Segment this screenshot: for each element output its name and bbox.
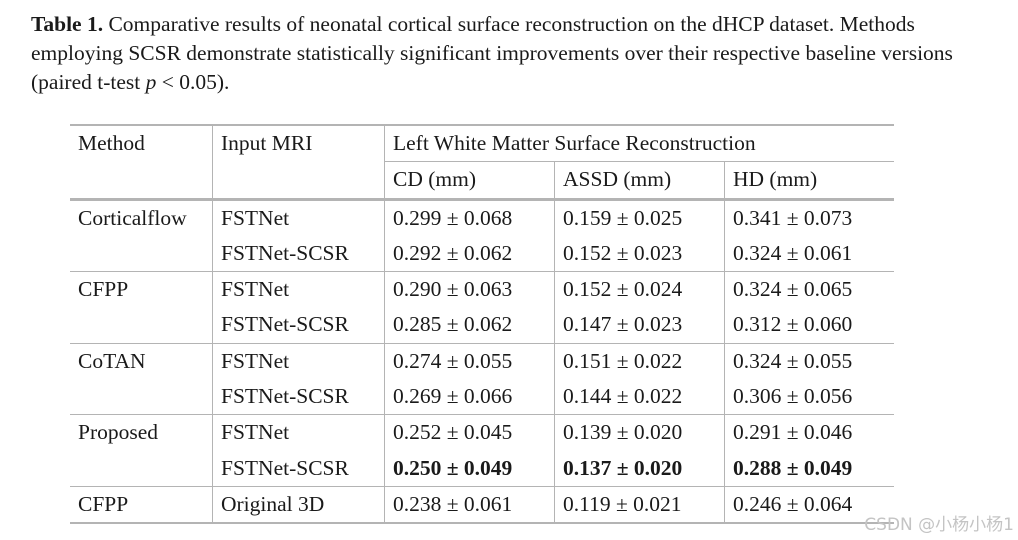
cell-cd: 0.238 ± 0.061	[384, 485, 555, 525]
caption-label: Table 1.	[31, 12, 104, 36]
cell-hd: 0.324 ± 0.061	[724, 235, 894, 272]
cell-hd: 0.246 ± 0.064	[724, 485, 894, 525]
table-row: FSTNet-SCSR 0.269 ± 0.066 0.144 ± 0.022 …	[70, 379, 894, 415]
table-row: FSTNet-SCSR 0.285 ± 0.062 0.147 ± 0.023 …	[70, 307, 894, 344]
cell-cd: 0.285 ± 0.062	[384, 307, 555, 344]
cell-method: Proposed	[70, 414, 213, 451]
table-row: Corticalflow FSTNet 0.299 ± 0.068 0.159 …	[70, 199, 894, 236]
cell-input: FSTNet	[212, 271, 385, 308]
cell-method: CFPP	[70, 485, 213, 525]
cell-hd: 0.324 ± 0.055	[724, 342, 894, 380]
cell-assd: 0.144 ± 0.022	[554, 379, 725, 415]
cell-method: CoTAN	[70, 342, 213, 380]
cell-cd: 0.274 ± 0.055	[384, 342, 555, 380]
table-row: CoTAN FSTNet 0.274 ± 0.055 0.151 ± 0.022…	[70, 342, 894, 380]
table-row: FSTNet-SCSR 0.292 ± 0.062 0.152 ± 0.023 …	[70, 235, 894, 272]
header-row: Method Input MRI Left White Matter Surfa…	[70, 123, 894, 201]
table-row: CFPP Original 3D 0.238 ± 0.061 0.119 ± 0…	[70, 485, 894, 525]
table-row: Proposed FSTNet 0.252 ± 0.045 0.139 ± 0.…	[70, 414, 894, 451]
cell-hd-best: 0.288 ± 0.049	[724, 450, 894, 487]
header-assd: ASSD (mm)	[554, 161, 725, 201]
cell-hd: 0.291 ± 0.046	[724, 414, 894, 451]
caption-math-p: p	[145, 70, 157, 94]
cell-assd-best: 0.137 ± 0.020	[554, 450, 725, 487]
cell-assd: 0.147 ± 0.023	[554, 307, 725, 344]
cell-input: FSTNet-SCSR	[212, 450, 385, 487]
cell-hd: 0.324 ± 0.065	[724, 271, 894, 308]
cell-input: FSTNet-SCSR	[212, 235, 385, 272]
watermark: CSDN @小杨小杨1	[864, 515, 1014, 535]
header-cd: CD (mm)	[384, 161, 555, 201]
cell-assd: 0.119 ± 0.021	[554, 485, 725, 525]
caption-text-end: < 0.05).	[156, 70, 230, 94]
cell-method: Corticalflow	[78, 205, 187, 230]
cell-cd: 0.252 ± 0.045	[384, 414, 555, 451]
cell-hd: 0.312 ± 0.060	[724, 307, 894, 344]
cell-method	[70, 307, 213, 343]
cell-input: Original 3D	[212, 485, 385, 525]
cell-assd: 0.139 ± 0.020	[554, 414, 725, 451]
table-row: CFPP FSTNet 0.290 ± 0.063 0.152 ± 0.024 …	[70, 271, 894, 308]
subheader-row: CD (mm) ASSD (mm) HD (mm)	[70, 161, 894, 201]
cell-method	[70, 379, 213, 415]
cell-assd: 0.159 ± 0.025	[554, 199, 725, 236]
cell-input: FSTNet-SCSR	[212, 379, 385, 415]
header-method: Method	[70, 123, 213, 201]
cell-cd: 0.292 ± 0.062	[384, 235, 555, 272]
header-hd: HD (mm)	[724, 161, 894, 201]
table-row-best: FSTNet-SCSR 0.250 ± 0.049 0.137 ± 0.020 …	[70, 450, 894, 487]
cell-hd: 0.306 ± 0.056	[724, 379, 894, 415]
cell-input: FSTNet	[212, 342, 385, 380]
cell-hd: 0.341 ± 0.073	[724, 199, 894, 236]
results-table: Method Input MRI Left White Matter Surfa…	[70, 123, 894, 525]
cell-input: FSTNet	[212, 414, 385, 451]
header-group-lwm: Left White Matter Surface Reconstruction	[384, 124, 894, 162]
cell-assd: 0.151 ± 0.022	[554, 342, 725, 380]
cell-assd: 0.152 ± 0.023	[554, 235, 725, 272]
cell-method	[70, 236, 213, 272]
cell-cd-best: 0.250 ± 0.049	[384, 450, 555, 487]
cell-method	[70, 451, 213, 487]
cell-input: FSTNet-SCSR	[212, 307, 385, 344]
header-input-mri: Input MRI	[212, 123, 385, 201]
cell-cd: 0.299 ± 0.068	[384, 199, 555, 236]
table-caption: Table 1. Comparative results of neonatal…	[31, 10, 991, 97]
caption-text: Comparative results of neonatal cortical…	[31, 12, 953, 94]
cell-cd: 0.290 ± 0.063	[384, 271, 555, 308]
cell-cd: 0.269 ± 0.066	[384, 379, 555, 415]
cell-input: FSTNet	[212, 199, 385, 236]
cell-method: CFPP	[70, 271, 213, 308]
cell-assd: 0.152 ± 0.024	[554, 271, 725, 308]
